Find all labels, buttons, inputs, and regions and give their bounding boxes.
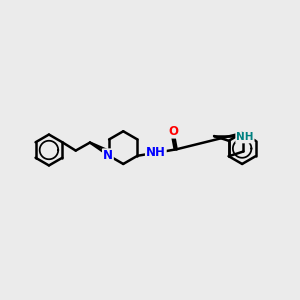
Text: NH: NH xyxy=(236,133,254,142)
Text: NH: NH xyxy=(146,146,166,159)
Text: N: N xyxy=(103,149,113,162)
Text: O: O xyxy=(169,124,179,138)
